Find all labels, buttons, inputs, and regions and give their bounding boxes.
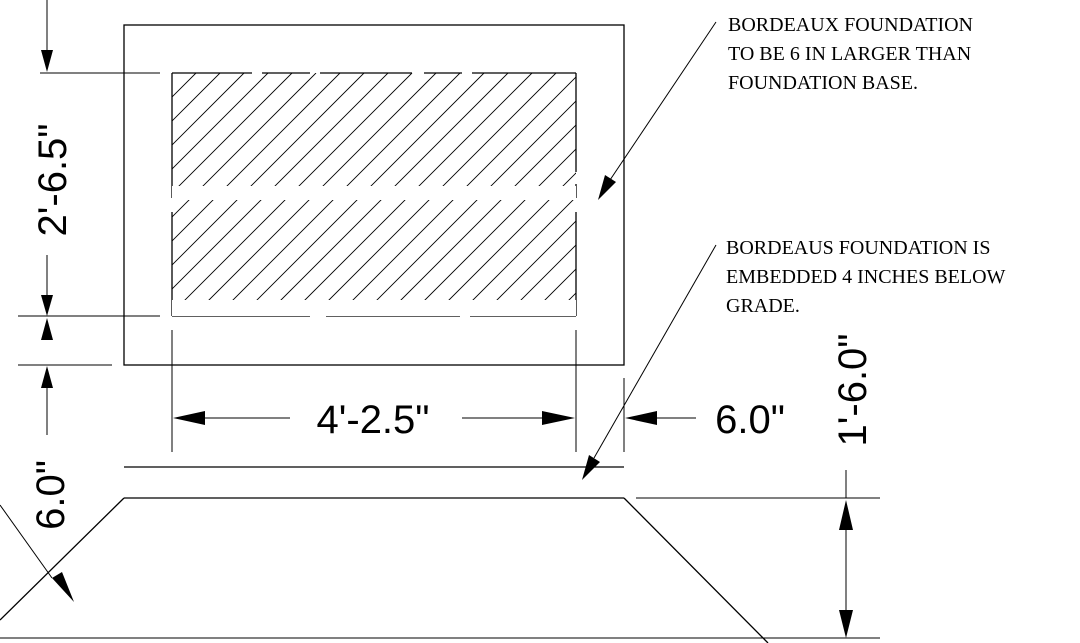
note-1: BORDEAUX FOUNDATION TO BE 6 IN LARGER TH… bbox=[728, 14, 978, 94]
note-1-line-3: FOUNDATION BASE. bbox=[728, 72, 918, 94]
dimension-label-left-offset: 6.0" bbox=[29, 460, 73, 530]
dimension-base-height: 2'-6.5" bbox=[31, 0, 75, 435]
dimension-right-offset: 6.0" bbox=[625, 398, 785, 442]
hatch-gap bbox=[172, 300, 576, 316]
dimension-label-right-offset: 6.0" bbox=[715, 398, 785, 442]
dimension-label-embed-depth: 1'-6.0" bbox=[831, 333, 875, 446]
note-1-line-1: BORDEAUX FOUNDATION bbox=[728, 14, 973, 36]
hatch-line bbox=[172, 73, 293, 194]
leader-note-1: BORDEAUX FOUNDATION TO BE 6 IN LARGER TH… bbox=[598, 14, 978, 200]
dimension-left-offset: 6.0" bbox=[0, 460, 74, 602]
dimension-label-base-width: 4'-2.5" bbox=[316, 398, 429, 442]
hatch-line bbox=[504, 244, 576, 316]
footing-outline bbox=[0, 497, 769, 643]
note-2-line-3: GRADE. bbox=[726, 295, 800, 317]
hatch-line bbox=[480, 220, 576, 316]
bordeaux-foundation-outline bbox=[123, 24, 625, 366]
hatch-line bbox=[172, 73, 197, 98]
dimension-label-base-height: 2'-6.5" bbox=[31, 123, 75, 236]
extension-lines bbox=[18, 72, 880, 499]
hatch-line bbox=[172, 73, 245, 146]
hatch-line bbox=[528, 268, 576, 316]
dimension-embed-depth: 1'-6.0" bbox=[831, 333, 875, 638]
hatch-line bbox=[172, 73, 173, 74]
hatch-gap bbox=[172, 186, 576, 200]
dimension-base-width: 4'-2.5" bbox=[173, 398, 575, 442]
note-2-line-2: EMBEDDED 4 INCHES BELOW bbox=[726, 266, 1006, 288]
hatch-line bbox=[172, 73, 269, 170]
note-2: BORDEAUS FOUNDATION IS EMBEDDED 4 INCHES… bbox=[726, 237, 1010, 317]
foundation-base-hatch bbox=[172, 73, 576, 316]
leader-note-2: BORDEAUS FOUNDATION IS EMBEDDED 4 INCHES… bbox=[582, 237, 1010, 480]
hatch-line bbox=[172, 73, 221, 122]
note-1-line-2: TO BE 6 IN LARGER THAN bbox=[728, 43, 971, 65]
note-2-line-1: BORDEAUS FOUNDATION IS bbox=[726, 237, 990, 259]
hatch-line bbox=[456, 196, 576, 316]
